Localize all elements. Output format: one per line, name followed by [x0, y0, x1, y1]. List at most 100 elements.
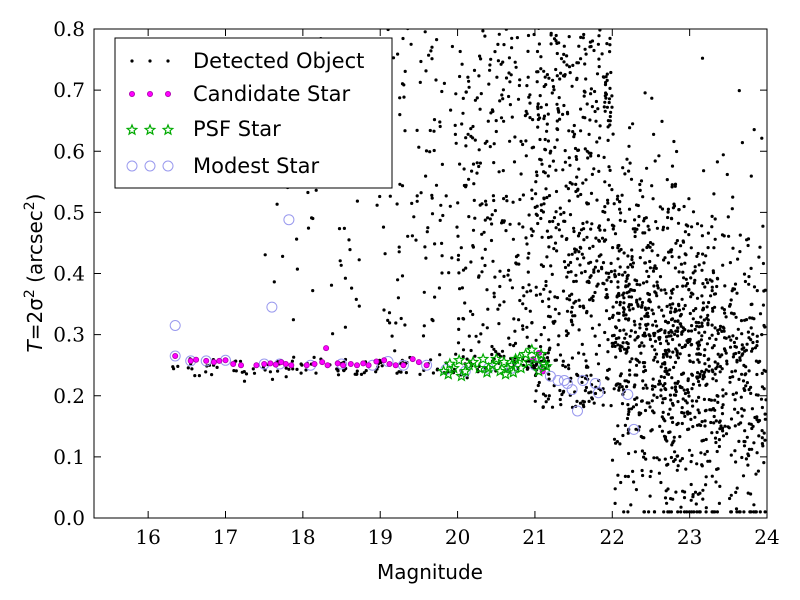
detected-object-point [441, 214, 444, 217]
detected-object-point [577, 149, 580, 152]
detected-object-point [609, 115, 612, 118]
detected-object-point [507, 337, 510, 340]
detected-object-point [553, 320, 556, 323]
detected-object-point [601, 282, 604, 285]
detected-object-point [729, 346, 732, 349]
detected-object-point [596, 72, 599, 75]
detected-object-point [595, 259, 598, 262]
detected-object-point [692, 361, 695, 364]
detected-object-point [524, 236, 527, 239]
detected-object-point [727, 235, 730, 238]
detected-object-point [571, 306, 574, 309]
detected-object-point [641, 449, 644, 452]
detected-object-point [649, 475, 652, 478]
detected-object-point [576, 195, 579, 198]
detected-object-point [674, 185, 677, 188]
detected-object-point [568, 199, 571, 202]
detected-object-point [592, 49, 595, 52]
detected-object-point [491, 108, 494, 111]
detected-object-point [706, 305, 709, 308]
detected-object-point [612, 225, 615, 228]
detected-object-point [547, 139, 550, 142]
detected-object-point [545, 130, 548, 133]
detected-object-point [401, 274, 404, 277]
detected-object-point [547, 113, 550, 116]
detected-object-point [547, 373, 550, 376]
detected-object-point [393, 349, 396, 352]
scatter-chart: 16 17 18 19 20 21 22 23 240.00.10.20.30.40.50.60… [0, 0, 800, 600]
detected-object-point [638, 183, 641, 186]
detected-object-point [736, 487, 739, 490]
detected-object-point [418, 373, 421, 376]
detected-object-point [525, 290, 528, 293]
detected-object-point [592, 295, 595, 298]
detected-object-point [622, 296, 625, 299]
detected-object-point [753, 128, 756, 131]
detected-object-point [582, 33, 585, 36]
detected-object-point [539, 67, 542, 70]
detected-object-point [505, 76, 508, 79]
detected-object-point [645, 270, 648, 273]
detected-object-point [606, 338, 609, 341]
detected-object-point [336, 23, 339, 26]
detected-object-point [712, 421, 715, 424]
detected-object-point [756, 340, 759, 343]
detected-object-point [527, 283, 530, 286]
detected-object-point [764, 510, 767, 513]
detected-object-point [602, 76, 605, 79]
detected-object-point [584, 270, 587, 273]
detected-object-point [692, 309, 695, 312]
detected-object-point [495, 130, 498, 133]
detected-object-point [666, 178, 669, 181]
detected-object-point [476, 161, 479, 164]
detected-object-point [546, 123, 549, 126]
detected-object-point [172, 367, 175, 370]
candidate-star-point [173, 353, 178, 358]
detected-object-point [313, 356, 316, 359]
detected-object-point [683, 262, 686, 265]
detected-object-point [660, 365, 663, 368]
detected-object-point [603, 101, 606, 104]
detected-object-point [686, 388, 689, 391]
detected-object-point [725, 337, 728, 340]
detected-object-point [651, 324, 654, 327]
detected-object-point [701, 498, 704, 501]
detected-object-point [761, 406, 764, 409]
detected-object-point [754, 473, 757, 476]
detected-object-point [579, 246, 582, 249]
detected-object-point [627, 145, 630, 148]
detected-object-point [477, 165, 480, 168]
detected-object-point [502, 43, 505, 46]
detected-object-point [204, 370, 207, 373]
detected-object-point [629, 360, 632, 363]
detected-object-point [423, 291, 426, 294]
detected-object-point [746, 343, 749, 346]
detected-object-point [485, 203, 488, 206]
detected-object-point [589, 228, 592, 231]
detected-object-point [594, 392, 597, 395]
detected-object-point [734, 460, 737, 463]
detected-object-point [717, 353, 720, 356]
detected-object-point [604, 110, 607, 113]
detected-object-point [563, 260, 566, 263]
detected-object-point [687, 233, 690, 236]
detected-object-point [607, 125, 610, 128]
detected-object-point [708, 408, 711, 411]
detected-object-point [622, 329, 625, 332]
detected-object-point [311, 289, 314, 292]
detected-object-point [691, 374, 694, 377]
detected-object-point [582, 256, 585, 259]
detected-object-point [629, 288, 632, 291]
detected-object-point [643, 261, 646, 264]
detected-object-point [605, 279, 608, 282]
detected-object-point [557, 334, 560, 337]
detected-object-point [573, 124, 576, 127]
detected-object-point [647, 401, 650, 404]
detected-object-point [465, 91, 468, 94]
detected-object-point [683, 415, 686, 418]
detected-object-point [615, 301, 618, 304]
detected-object-point [500, 93, 503, 96]
detected-object-point [701, 489, 704, 492]
detected-object-point [479, 57, 482, 60]
detected-object-point [520, 172, 523, 175]
